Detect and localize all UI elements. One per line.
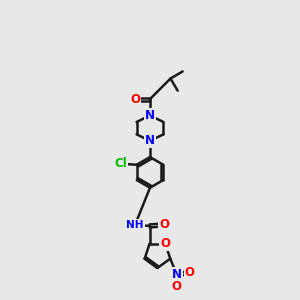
Text: N: N bbox=[172, 268, 182, 281]
Text: O: O bbox=[159, 218, 169, 232]
Text: N: N bbox=[145, 109, 155, 122]
Text: O: O bbox=[172, 280, 182, 293]
Text: O: O bbox=[160, 237, 170, 250]
Text: N: N bbox=[145, 134, 155, 147]
Text: O: O bbox=[185, 266, 195, 279]
Text: O: O bbox=[130, 92, 140, 106]
Text: Cl: Cl bbox=[115, 157, 127, 170]
Text: NH: NH bbox=[126, 220, 144, 230]
